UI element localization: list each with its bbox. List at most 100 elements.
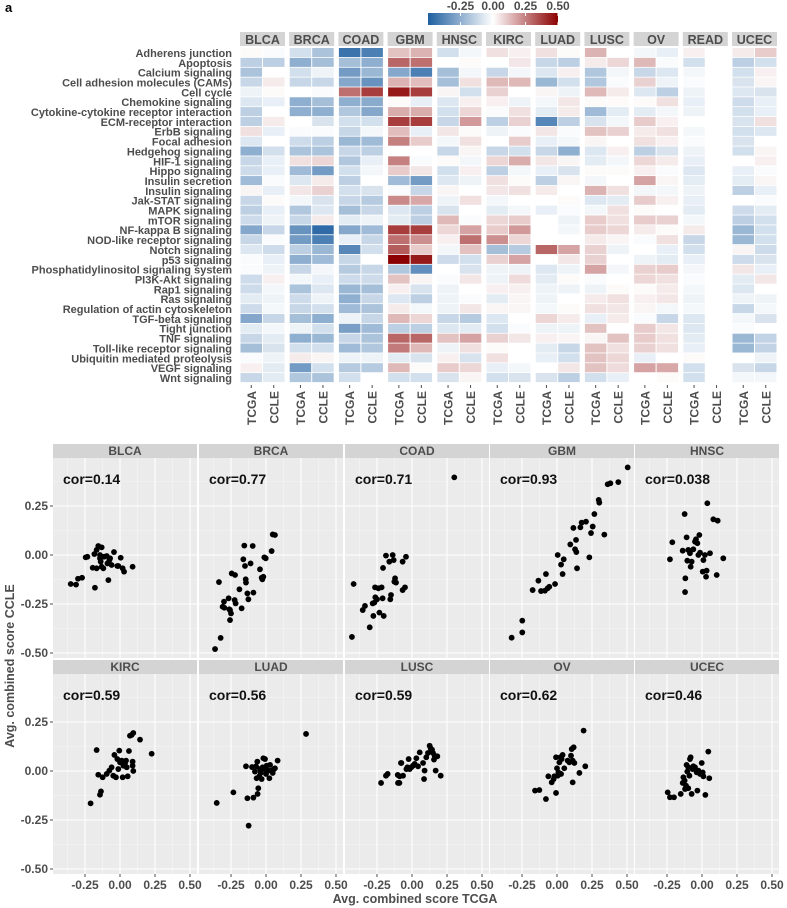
heatmap-cell xyxy=(361,225,383,235)
pathway-label: HIF-1 signaling xyxy=(153,156,232,168)
heatmap-cell xyxy=(535,373,558,383)
scatter-point xyxy=(244,590,251,597)
heatmap-cell xyxy=(584,205,607,215)
heatmap-cell xyxy=(535,254,558,264)
heatmap-strip-gbm xyxy=(387,32,433,46)
heatmap-cell xyxy=(263,195,285,205)
heatmap-cell xyxy=(656,156,679,166)
heatmap-cell xyxy=(558,116,580,126)
heatmap-cell xyxy=(289,284,312,294)
heatmap-cell xyxy=(634,323,656,333)
heatmap-cell xyxy=(338,205,361,215)
heatmap-cell xyxy=(312,166,334,176)
heatmap-cell xyxy=(584,107,607,117)
heatmap-cell xyxy=(486,284,508,294)
scatter-point xyxy=(421,767,428,774)
heatmap-cell xyxy=(607,274,629,284)
heatmap-x-label: TCGA xyxy=(294,391,308,425)
scatter-point xyxy=(704,500,711,507)
heatmap-cell xyxy=(459,254,482,264)
heatmap-cell xyxy=(732,304,754,314)
heatmap-cell xyxy=(732,323,754,333)
heatmap-cell xyxy=(312,185,334,195)
heatmap-cell xyxy=(755,333,777,343)
heatmap-cell xyxy=(437,274,459,284)
scatter-point xyxy=(596,499,603,506)
heatmap-strip-lusc xyxy=(584,32,630,46)
heatmap-cell xyxy=(558,264,580,274)
heatmap-cell xyxy=(338,353,361,363)
heatmap-cell xyxy=(459,235,482,245)
scatter-point xyxy=(399,558,406,565)
scatter-point xyxy=(245,822,252,829)
heatmap-cell xyxy=(437,195,459,205)
facet-strip xyxy=(345,444,489,458)
heatmap-cell xyxy=(410,333,433,343)
heatmap-strip-kirc xyxy=(486,32,531,46)
heatmap-cell xyxy=(535,195,558,205)
heatmap-cell xyxy=(732,97,754,107)
heatmap-cell xyxy=(486,136,508,146)
x-tick-label: 0.25 xyxy=(289,878,313,892)
scatter-point xyxy=(111,752,118,758)
scatter-point xyxy=(615,479,622,485)
heatmap-cell xyxy=(486,245,508,255)
x-tick-label: -0.25 xyxy=(363,878,391,892)
heatmap-cell xyxy=(388,176,410,186)
scatter-point xyxy=(413,755,420,762)
heatmap-cell xyxy=(338,363,361,373)
heatmap-strip-coad xyxy=(338,32,384,46)
heatmap-cell xyxy=(509,77,531,87)
heatmap-cell xyxy=(459,294,482,304)
heatmap-cell xyxy=(410,294,433,304)
heatmap-cell xyxy=(312,176,334,186)
heatmap-cell xyxy=(312,225,334,235)
scatter-point xyxy=(403,553,409,560)
heatmap-cell xyxy=(584,274,607,284)
y-tick-label: -0.25 xyxy=(21,813,49,827)
heatmap-cell xyxy=(361,116,383,126)
scatter-point xyxy=(683,534,690,541)
scatter-point xyxy=(543,796,549,802)
heatmap-cell xyxy=(683,126,705,136)
pathway-label: Notch signaling xyxy=(150,245,233,257)
scatter-facets: BLCA cor=0.14 BRCA cor=0.77 COAD cor=0.71 GBM c… xyxy=(3,444,784,906)
heatmap-cell xyxy=(437,323,459,333)
heatmap-cell xyxy=(263,185,285,195)
heatmap-cell xyxy=(263,215,285,225)
heatmap-cell xyxy=(338,195,361,205)
heatmap-cell xyxy=(656,323,679,333)
heatmap-cell xyxy=(338,343,361,353)
heatmap-cell xyxy=(732,294,754,304)
heatmap-cell xyxy=(263,67,285,77)
heatmap-cell xyxy=(486,195,508,205)
heatmap-cell xyxy=(437,126,459,136)
pathway-label: Insulin signaling xyxy=(145,186,232,198)
heatmap-cell xyxy=(732,57,754,67)
facet-strip-label: UCEC xyxy=(690,660,724,674)
scatter-point xyxy=(97,558,104,565)
heatmap-cell xyxy=(683,195,705,205)
heatmap-cell xyxy=(263,323,285,333)
heatmap-cell xyxy=(312,195,334,205)
heatmap-cell xyxy=(755,185,777,195)
heatmap-strip-hnsc xyxy=(436,32,482,46)
heatmap-cell xyxy=(584,116,607,126)
heatmap-cell xyxy=(361,166,383,176)
heatmap-cell xyxy=(656,373,679,383)
heatmap-cell xyxy=(683,284,705,294)
scatter-point xyxy=(398,760,405,766)
heatmap-cell xyxy=(634,225,656,235)
heatmap-cell xyxy=(437,313,459,323)
heatmap-cell xyxy=(289,107,312,117)
pathway-label: Toll-like receptor signaling xyxy=(93,343,232,355)
scatter-point xyxy=(266,775,273,782)
heatmap-cell xyxy=(535,146,558,156)
heatmap-cell xyxy=(289,373,312,383)
heatmap-cell xyxy=(459,323,482,333)
heatmap-cell xyxy=(240,126,262,136)
heatmap-cell xyxy=(437,333,459,343)
facet-strip-label: LUAD xyxy=(254,660,288,674)
scatter-point xyxy=(694,540,701,547)
heatmap-cell xyxy=(388,67,410,77)
